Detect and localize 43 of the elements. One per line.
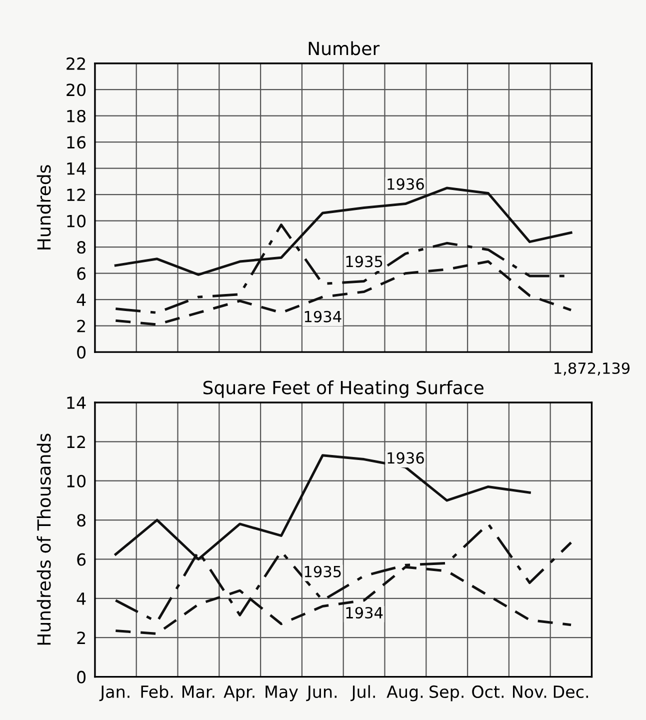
chart-title: Number — [308, 41, 380, 56]
y-tick-label: 0 — [77, 346, 86, 359]
x-tick-label: Jun. — [306, 686, 337, 702]
y-tick-label: 4 — [76, 592, 86, 605]
y-tick-label: 8 — [77, 241, 86, 254]
chart-title: Square Feet of Heating Surface — [203, 380, 484, 398]
y-tick-label: 10 — [67, 474, 86, 488]
x-tick-label: Oct. — [472, 685, 504, 698]
y-tick-label: 12 — [67, 436, 85, 448]
y-axis-title: Hundreds of Thousands — [36, 434, 51, 645]
x-tick-label: May — [266, 686, 298, 702]
y-axis-title: Hundreds — [36, 165, 51, 250]
y-tick-label: 6 — [77, 267, 86, 280]
y-tick-label: 16 — [67, 136, 86, 149]
x-tick-label: Mar. — [182, 686, 214, 698]
x-tick-label: Jul. — [350, 685, 375, 702]
y-tick-label: 22 — [66, 57, 85, 70]
text: 1,872,139 — [554, 362, 630, 376]
y-tick-label: 0 — [77, 670, 86, 684]
y-tick-label: 12 — [67, 188, 85, 201]
annotation: 1935 — [346, 256, 382, 268]
y-tick-label: 14 — [67, 396, 86, 409]
x-tick-label: Apr. — [224, 686, 254, 702]
annotation: 1935 — [304, 566, 341, 578]
x-tick-label: Dec. — [554, 686, 588, 698]
annotation: 1936 — [388, 452, 424, 464]
y-tick-label: 10 — [67, 214, 86, 228]
x-tick-label: Aug. — [386, 686, 423, 702]
y-tick-label: 8 — [77, 514, 86, 527]
y-tick-label: 14 — [67, 162, 86, 175]
y-tick-label: 6 — [77, 553, 86, 566]
annotation: 1934 — [346, 606, 383, 619]
x-tick-label: Feb. — [141, 685, 173, 698]
y-tick-label: 18 — [67, 110, 86, 122]
y-tick-label: 2 — [77, 320, 85, 332]
y-tick-label: 20 — [66, 84, 86, 96]
annotation: 1934 — [304, 310, 342, 322]
x-tick-label: Jan. — [99, 686, 130, 702]
x-tick-label: Sep. — [430, 685, 464, 702]
y-tick-label: 4 — [76, 294, 86, 306]
annotation: 1936 — [388, 178, 424, 190]
y-tick-label: 2 — [77, 632, 85, 644]
x-tick-label: Nov. — [513, 686, 546, 698]
